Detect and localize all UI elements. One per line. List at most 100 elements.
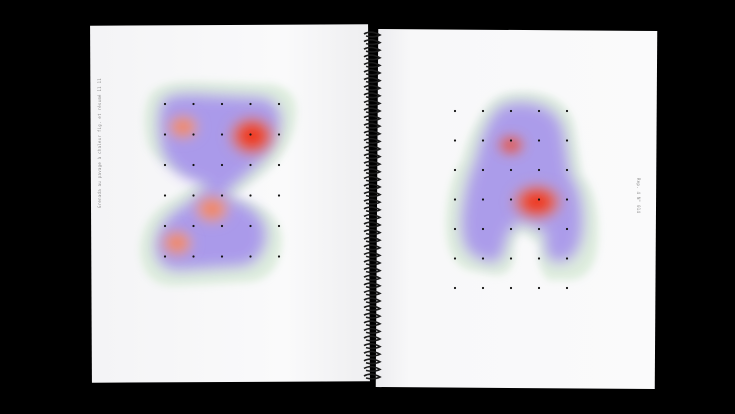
grid-dot [249,255,252,258]
grid-dot [481,139,485,142]
grid-dot [192,224,195,228]
grid-dot [509,286,513,290]
binding-coil [363,343,382,350]
binding-coil [363,229,382,236]
grid-dot [163,163,167,167]
grid-dot [453,139,457,142]
grid-dot [481,198,485,201]
binding-coil [363,365,382,372]
grid-dot [537,257,541,260]
grid-dot [537,286,541,290]
grid-dot [249,133,252,136]
grid-dot [163,102,167,106]
binding-coil [363,335,382,342]
grid-dot [249,102,252,106]
right-heatmap-a [445,91,599,280]
grid-dot [453,198,457,201]
grid-dot [220,102,224,106]
grid-dot [163,133,167,136]
binding-coil [363,358,382,365]
left-hotspot-bottom [159,228,195,258]
grid-dot [509,109,513,113]
binding-coil [363,274,382,281]
grid-dot [192,133,195,136]
binding-coil [363,107,382,114]
grid-dot [277,224,281,228]
binding-coil [363,46,382,53]
grid-dot [565,139,569,142]
grid-dot [537,227,541,231]
grid-dot [509,198,513,201]
binding-coil [363,61,382,68]
binding-coil [363,168,382,175]
grid-dot [277,194,281,197]
grid-dot [163,194,167,197]
binding-coil [363,84,382,91]
grid-dot [453,168,457,172]
binding-coil [363,130,382,137]
grid-dot [537,139,541,142]
binding-coil [363,191,382,198]
grid-dot [481,109,485,113]
binding-coil [363,122,382,129]
grid-dot [509,139,513,142]
left-hotspot-middle [192,193,232,225]
binding-coil [363,289,382,296]
binding-coil [363,350,382,357]
grid-dot [565,257,569,260]
binding-coil [363,145,382,152]
grid-dot [163,224,167,228]
binding-coil [363,282,382,289]
binding-coil [363,39,382,46]
grid-dot [509,168,513,172]
binding-coil [363,267,382,274]
grid-dot [277,133,281,136]
binding-coil [363,259,382,266]
left-hotspot-top-right [226,114,278,158]
right-heatmap-violet [461,102,583,263]
binding-coil [363,92,382,99]
grid-dot [277,102,281,106]
grid-dot [481,286,485,290]
binding-coil [363,244,382,251]
binding-coil [363,327,382,334]
grid-dot [453,286,457,290]
grid-dot [249,224,252,228]
grid-dot [565,286,569,290]
binding-coil [363,99,382,106]
binding-coil [363,77,382,84]
grid-dot [537,168,541,172]
binding-coil [363,137,382,144]
right-dot-grid [453,109,569,290]
grid-dot [481,227,485,231]
grid-dot [509,257,513,260]
grid-dot [220,224,224,228]
grid-dot [453,109,457,113]
grid-dot [481,257,485,260]
grid-dot [277,255,281,258]
binding-coil [363,305,382,312]
binding-coil [363,54,382,61]
grid-dot [220,255,224,258]
grid-dot [220,194,224,197]
left-dot-grid [163,102,281,258]
binding-coil [363,153,382,160]
binding-coil [363,183,382,190]
grid-dot [249,163,252,167]
grid-dot [192,163,195,167]
binding-coil [363,373,382,380]
binding-coil [363,206,382,213]
binding-coil [363,115,382,122]
binding-coil [363,213,382,220]
grid-dot [277,163,281,167]
binding-coil [363,320,382,327]
grid-dot [565,168,569,172]
grid-dot [565,198,569,201]
binding-coil [363,31,382,38]
grid-dot [192,255,195,258]
binding-coil [363,175,382,182]
grid-dot [163,255,167,258]
right-hotspot-lower [509,182,565,222]
spiral-binding [363,31,382,380]
